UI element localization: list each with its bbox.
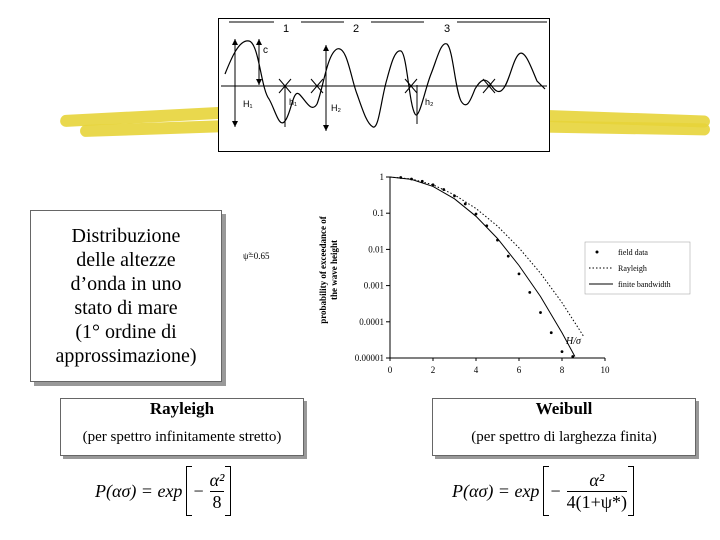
y-tick-label: 0.0001 (359, 317, 384, 327)
rayleigh-numerator: α² (209, 469, 225, 490)
label-h1: h₁ (289, 97, 297, 107)
wave-record-figure: 1 2 3 c H₁ h₁ H₂ h₂ (218, 18, 550, 152)
field-data-point (549, 331, 553, 335)
title-text: Distribuzione delle altezze d’onda in un… (55, 224, 196, 368)
x-tick-label: 6 (517, 365, 522, 375)
title-line: Distribuzione (71, 225, 181, 247)
weibull-denominator: 4(1+ψ*) (566, 491, 628, 512)
rayleigh-box: Rayleigh (per spettro infinitamente stre… (60, 398, 304, 456)
weibull-title: Weibull (535, 399, 593, 418)
field-data-point (506, 254, 510, 258)
y-tick-label: 1 (380, 172, 385, 182)
field-data-point (517, 272, 521, 276)
rayleigh-subtitle: (per spettro infinitamente stretto) (82, 429, 282, 445)
weibull-bracket: − α² 4(1+ψ*) (543, 466, 635, 516)
y-tick-label: 0.00001 (355, 353, 384, 363)
rayleigh-formula: P(ασ) = exp − α² 8 (95, 466, 232, 516)
weibull-formula: P(ασ) = exp − α² 4(1+ψ*) (452, 466, 635, 516)
label-H2: H₂ (331, 103, 341, 113)
y-tick-label: 0.1 (373, 208, 384, 218)
field-data-point (539, 311, 542, 314)
x-tick-label: 4 (474, 365, 479, 375)
field-data-point (453, 194, 456, 198)
rayleigh-formula-lhs: P(ασ) = exp (95, 480, 183, 501)
weibull-box: Weibull (per spettro di larghezza finita… (432, 398, 696, 456)
weibull-numerator: α² (589, 469, 605, 490)
section-label-2: 2 (353, 23, 359, 35)
field-data-point (528, 290, 532, 294)
y-tick-label: 0.01 (368, 244, 384, 254)
finite-bandwidth-curve (389, 176, 576, 357)
x-tick-label: 10 (601, 365, 611, 375)
bandwidth-annotation: ψ̃=0.65 (243, 251, 270, 261)
x-tick-label: 2 (431, 365, 436, 375)
y-axis-label: probability of exceedance of (318, 215, 328, 324)
title-line: approssimazione) (55, 345, 197, 367)
rayleigh-denominator: 8 (212, 491, 222, 512)
field-data-point (560, 350, 564, 354)
field-data-point (463, 202, 467, 206)
section-label-1: 1 (283, 23, 289, 35)
legend-swatch-field-data (595, 250, 599, 254)
section-label-3: 3 (444, 23, 450, 35)
title-line: delle altezze (76, 249, 176, 271)
y-axis-label: the wave height (329, 240, 339, 300)
x-tick-label: 0 (388, 365, 393, 375)
rayleigh-curve (389, 176, 584, 337)
wave-signal (224, 40, 546, 128)
legend-box (584, 241, 691, 295)
label-c: c (263, 45, 268, 56)
title-box: Distribuzione delle altezze d’onda in un… (30, 210, 222, 382)
x-axis-label: H/σ (565, 336, 582, 347)
rayleigh-title: Rayleigh (149, 399, 215, 418)
legend-label: Rayleigh (618, 264, 647, 273)
weibull-formula-lhs: P(ασ) = exp (452, 480, 540, 501)
wave-record-svg: 1 2 3 c H₁ h₁ H₂ h₂ (221, 21, 547, 131)
title-line: stato di mare (74, 297, 178, 319)
field-data-point (571, 355, 575, 358)
x-tick-label: 8 (560, 365, 565, 375)
title-line: (1° ordine di (75, 321, 177, 343)
highlight-stroke (539, 120, 711, 136)
field-data-point (431, 183, 435, 187)
rayleigh-bracket: − α² 8 (186, 466, 232, 516)
weibull-subtitle: (per spettro di larghezza finita) (471, 429, 657, 445)
legend-label: field data (618, 248, 648, 257)
legend-label: finite bandwidth (618, 280, 671, 289)
label-H1: H₁ (243, 99, 253, 109)
title-line: d’onda in uno (70, 273, 182, 295)
field-data-point (474, 212, 478, 216)
y-tick-label: 0.001 (364, 281, 384, 291)
label-h2: h₂ (425, 97, 434, 107)
